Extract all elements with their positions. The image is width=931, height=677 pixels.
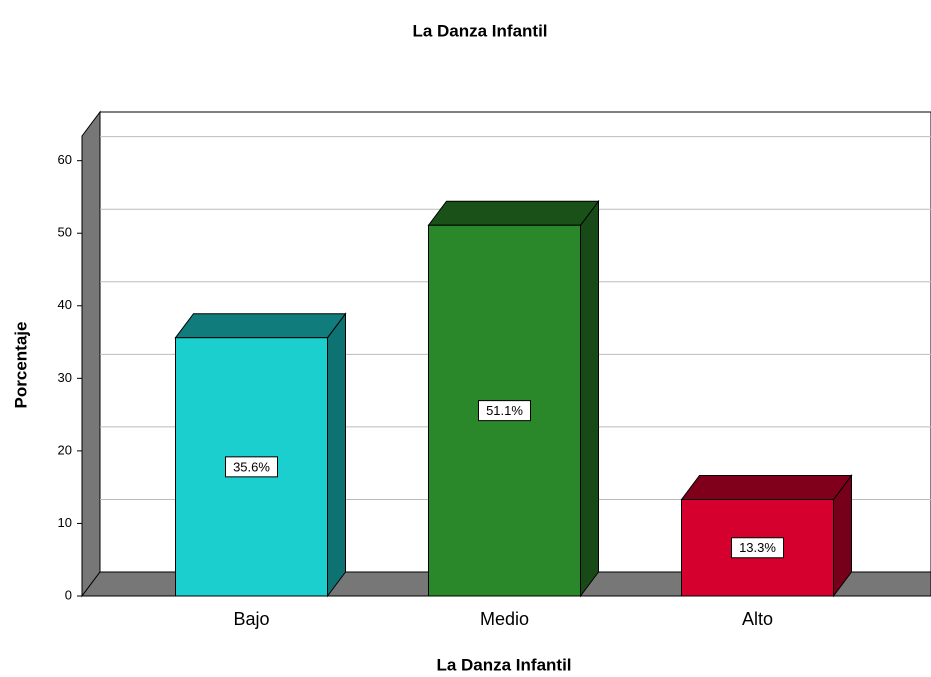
- bar-top: [427, 200, 600, 226]
- bar-top: [680, 475, 853, 501]
- y-axis-label: Porcentaje: [11, 322, 30, 409]
- x-tick-label: Alto: [742, 609, 773, 629]
- y-tick-label: 0: [65, 587, 72, 602]
- y-tick-label: 20: [58, 442, 72, 457]
- value-label-box: [478, 400, 531, 422]
- x-tick-label: Bajo: [233, 609, 269, 629]
- chart-title: La Danza Infantil: [412, 21, 547, 40]
- bar-top: [174, 313, 347, 339]
- y-tick-label: 30: [58, 370, 72, 385]
- value-label: 51.1%: [486, 403, 523, 418]
- left-wall: [81, 110, 101, 598]
- x-axis-label: La Danza Infantil: [436, 655, 571, 674]
- y-tick-label: 10: [58, 515, 72, 530]
- y-tick-label: 60: [58, 152, 72, 167]
- value-label-box: [225, 456, 278, 478]
- y-tick-label: 40: [58, 297, 72, 312]
- value-label: 13.3%: [739, 540, 776, 555]
- bar-side: [327, 312, 346, 598]
- x-tick-label: Medio: [480, 609, 529, 629]
- value-label-box: [731, 537, 784, 559]
- value-label: 35.6%: [233, 459, 270, 474]
- y-tick-label: 50: [58, 225, 72, 240]
- bar-side: [580, 199, 599, 598]
